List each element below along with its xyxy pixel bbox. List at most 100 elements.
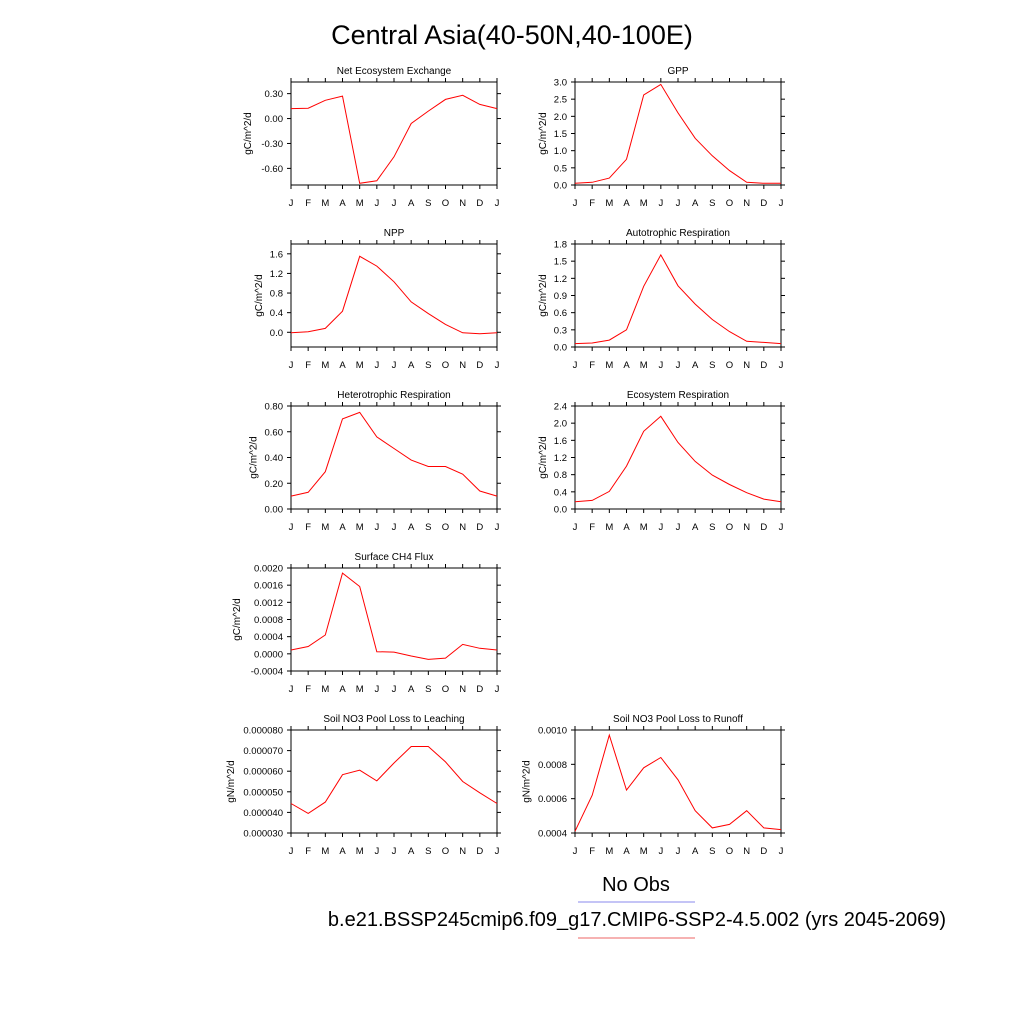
x-tick-label: F: [589, 846, 595, 857]
plot-frame: [290, 243, 498, 348]
x-tick-label: D: [760, 846, 767, 857]
chart-panel-4: Autotrophic Respiration 1.8 1.5 1.2 0.9 0.6 0.…: [538, 228, 785, 371]
y-tick-label: 0.0004: [254, 632, 283, 643]
chart-panel-5: Heterotrophic Respiration 0.80 0.60 0.40 0.2…: [249, 390, 501, 533]
x-tick-label: M: [605, 198, 613, 209]
panel-title: Soil NO3 Pool Loss to Leaching: [323, 714, 464, 725]
y-tick-label: 0.0: [554, 181, 567, 192]
y-axis-label: gC/m^2/d: [538, 274, 549, 317]
y-tick-label: 2.0: [554, 419, 567, 430]
x-tick-label: O: [726, 846, 733, 857]
panel-title: Heterotrophic Respiration: [337, 390, 450, 401]
x-tick-label: M: [321, 198, 329, 209]
series-line: [574, 83, 781, 184]
y-tick-label: 1.2: [270, 269, 283, 280]
y-tick-label: 1.6: [270, 249, 283, 260]
y-tick-label: 0.000050: [243, 787, 283, 798]
legend-obs-label: No Obs: [602, 874, 670, 896]
series-line: [574, 415, 782, 503]
y-tick-label: 0.000030: [243, 829, 283, 840]
y-tick-label: -0.0004: [251, 667, 283, 678]
x-tick-label: J: [676, 198, 681, 209]
x-tick-label: N: [743, 522, 750, 533]
x-tick-label: A: [408, 684, 415, 695]
series-line: [290, 255, 498, 335]
y-tick-label: 0.000080: [243, 726, 283, 737]
x-tick-label: D: [760, 522, 767, 533]
x-tick-label: N: [743, 846, 750, 857]
x-tick-label: A: [692, 846, 699, 857]
x-tick-label: N: [743, 198, 750, 209]
x-tick-label: A: [408, 198, 415, 209]
y-tick-label: 1.0: [554, 146, 567, 157]
plot-frame: [290, 567, 498, 672]
x-tick-label: F: [305, 522, 311, 533]
x-tick-label: J: [392, 522, 397, 533]
x-tick-label: J: [374, 522, 379, 533]
x-tick-label: F: [305, 360, 311, 371]
y-tick-label: 0.80: [265, 402, 284, 413]
y-tick-label: 0.0: [554, 343, 567, 354]
x-tick-label: D: [760, 360, 767, 371]
x-tick-label: D: [476, 684, 483, 695]
panel-title: Autotrophic Respiration: [626, 228, 730, 239]
x-tick-label: S: [709, 522, 715, 533]
x-tick-label: M: [605, 360, 613, 371]
x-tick-label: J: [779, 846, 784, 857]
plot-frame: [574, 243, 782, 348]
panel-title: GPP: [667, 66, 688, 77]
x-tick-label: S: [709, 360, 715, 371]
x-tick-label: A: [408, 522, 415, 533]
x-tick-label: M: [356, 522, 364, 533]
x-tick-label: J: [495, 360, 500, 371]
x-tick-label: J: [374, 684, 379, 695]
x-tick-label: D: [760, 198, 767, 209]
x-tick-label: S: [709, 198, 715, 209]
x-tick-label: A: [692, 198, 699, 209]
y-tick-label: 0.000070: [243, 746, 283, 757]
x-tick-label: J: [374, 198, 379, 209]
y-axis-label: gC/m^2/d: [538, 436, 549, 479]
y-tick-label: 0.0012: [254, 598, 283, 609]
x-tick-label: J: [658, 360, 663, 371]
x-tick-label: J: [374, 360, 379, 371]
y-tick-label: 2.0: [554, 112, 567, 123]
series-line: [290, 746, 498, 814]
x-tick-label: J: [374, 846, 379, 857]
x-tick-label: A: [339, 846, 346, 857]
x-tick-label: A: [339, 522, 346, 533]
x-tick-label: S: [425, 360, 431, 371]
y-tick-label: 0.60: [265, 427, 284, 438]
x-tick-label: M: [605, 846, 613, 857]
x-tick-label: J: [676, 522, 681, 533]
x-tick-label: D: [476, 846, 483, 857]
y-tick-label: 0.00: [265, 114, 284, 125]
series-line: [290, 411, 498, 497]
x-tick-label: S: [425, 522, 431, 533]
x-tick-label: J: [779, 360, 784, 371]
legend-case-label: b.e21.BSSP245cmip6.f09_g17.CMIP6-SSP2-4.…: [328, 909, 946, 931]
x-tick-label: O: [726, 522, 733, 533]
x-tick-label: N: [459, 360, 466, 371]
x-tick-label: J: [495, 198, 500, 209]
x-tick-label: J: [779, 522, 784, 533]
panel-title: Ecosystem Respiration: [627, 390, 729, 401]
x-tick-label: A: [692, 360, 699, 371]
x-tick-label: J: [495, 846, 500, 857]
x-tick-label: M: [640, 360, 648, 371]
x-tick-label: O: [726, 360, 733, 371]
x-tick-label: J: [289, 522, 294, 533]
x-tick-label: J: [289, 198, 294, 209]
y-tick-label: 0.4: [270, 308, 283, 319]
chart-panel-7: Surface CH4 Flux 0.0020 0.0016 0.0012 0.0008…: [232, 552, 501, 695]
x-tick-label: N: [743, 360, 750, 371]
y-tick-label: 0.0010: [538, 726, 567, 737]
x-tick-label: J: [392, 198, 397, 209]
x-tick-label: O: [442, 360, 449, 371]
x-tick-label: N: [459, 522, 466, 533]
y-tick-label: 2.5: [554, 95, 567, 106]
panel-title: Soil NO3 Pool Loss to Runoff: [613, 714, 743, 725]
x-tick-label: J: [658, 522, 663, 533]
x-tick-label: F: [589, 360, 595, 371]
y-axis-label: gN/m^2/d: [226, 760, 237, 803]
